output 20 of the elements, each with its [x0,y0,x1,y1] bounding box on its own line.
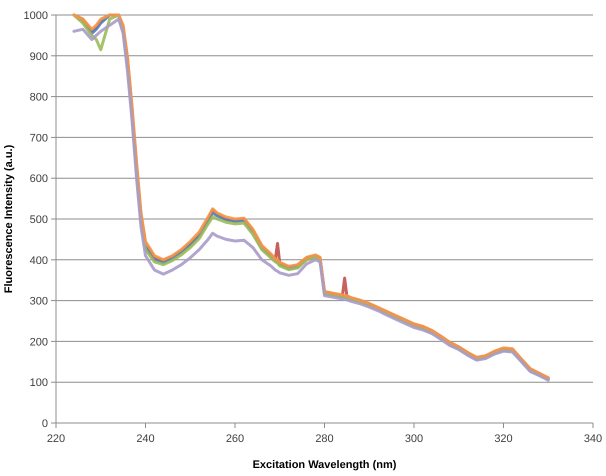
y-tick-label: 700 [30,132,48,144]
y-tick-label: 0 [42,418,48,430]
y-tick-label: 1000 [24,10,48,22]
x-tick-label: 220 [46,433,66,445]
x-tick-label: 240 [136,433,155,445]
y-tick-label: 600 [30,173,48,186]
x-tick-label: 280 [315,433,334,445]
x-axis-title: Excitation Wavelength (nm) [252,459,397,471]
y-tick-label: 400 [30,254,48,267]
y-tick-label: 500 [30,214,48,226]
y-tick-label: 100 [30,377,48,390]
x-tick-label: 260 [226,433,244,445]
y-tick-label: 300 [30,296,48,308]
x-tick-label: 300 [404,433,424,445]
x-tick-label: 340 [584,433,602,445]
x-tick-label: 320 [494,433,513,445]
y-axis-title: Fluorescence Intensity (a.u.) [3,144,15,294]
y-tick-label: 800 [30,92,48,104]
y-tick-label: 200 [30,336,48,348]
y-tick-label: 900 [30,50,48,63]
